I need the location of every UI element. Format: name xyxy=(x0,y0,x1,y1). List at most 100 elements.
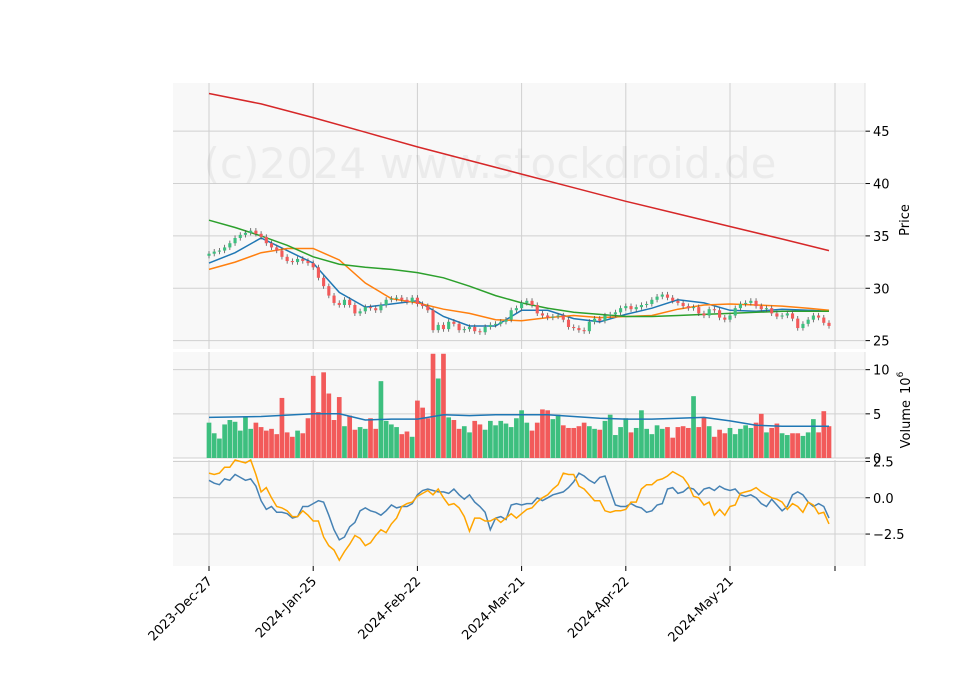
volume-bar xyxy=(639,410,644,458)
candle-body xyxy=(374,308,378,311)
volume-bar xyxy=(633,427,639,458)
candle-body xyxy=(254,230,258,234)
volume-bar xyxy=(566,427,571,458)
candle-body xyxy=(415,297,419,304)
volume-bar xyxy=(430,353,436,458)
candle-body xyxy=(639,305,643,308)
volume-bar xyxy=(399,434,405,458)
volume-bar xyxy=(222,424,227,458)
candle-body xyxy=(280,250,284,257)
candle-body xyxy=(707,309,711,316)
candle-body xyxy=(348,299,352,306)
candle-body xyxy=(327,286,331,296)
volume-bar xyxy=(269,428,274,458)
y-tick-label: −2.5 xyxy=(873,528,905,543)
y-tick-label: 2.5 xyxy=(873,455,894,470)
candle-body xyxy=(301,258,305,262)
candle-body xyxy=(530,300,534,306)
candle-body xyxy=(488,324,492,328)
volume-label-text: Volume xyxy=(899,400,914,448)
candle-body xyxy=(790,313,795,319)
volume-bar xyxy=(644,428,649,458)
volume-bar xyxy=(331,420,337,458)
y-tick-label: 5 xyxy=(873,408,881,423)
sma-line xyxy=(208,247,830,322)
candle-body xyxy=(306,261,310,264)
volume-bar xyxy=(811,419,816,458)
volume-bar xyxy=(425,418,431,458)
candle-body xyxy=(681,302,685,307)
candle-body xyxy=(733,308,737,316)
volume-bar xyxy=(357,427,363,458)
volume-bar xyxy=(618,427,623,458)
candle-body xyxy=(322,277,326,287)
candle-body xyxy=(384,299,388,306)
volume-axis-label: Volume 106 xyxy=(896,371,914,448)
volume-bar xyxy=(461,426,467,458)
volume-bar xyxy=(586,426,592,458)
volume-bar xyxy=(415,400,420,458)
volume-bar xyxy=(232,421,238,458)
y-tick-label: 45 xyxy=(873,125,890,140)
candle-body xyxy=(587,321,591,332)
volume-bar xyxy=(800,435,806,458)
volume-bar xyxy=(665,427,670,458)
volume-bar xyxy=(805,432,811,458)
y-tick-label: 35 xyxy=(873,230,890,245)
volume-bar xyxy=(727,427,733,458)
x-tick-label: 2024-Jan-25 xyxy=(253,574,320,641)
sma-line xyxy=(208,92,830,252)
candle-body xyxy=(676,300,680,303)
candle-body xyxy=(447,321,451,330)
candle-body xyxy=(296,258,300,263)
candle-body xyxy=(223,247,227,251)
volume-bar xyxy=(712,436,717,458)
candle-body xyxy=(754,300,758,307)
volume-bar xyxy=(284,432,290,458)
volume-bar xyxy=(571,427,577,458)
candle-body xyxy=(504,319,508,322)
volume-bar xyxy=(451,420,457,458)
volume-bar xyxy=(514,418,519,458)
candle-body xyxy=(462,329,466,331)
price-axis-label: Price xyxy=(898,204,913,236)
candle-body xyxy=(801,323,805,329)
candle-body xyxy=(379,305,383,311)
volume-bar xyxy=(602,420,608,458)
candle-body xyxy=(499,321,503,324)
volume-bar xyxy=(784,435,790,458)
y-tick-label: 40 xyxy=(873,178,890,193)
volume-bar xyxy=(446,417,452,458)
volume-bar xyxy=(248,428,254,458)
candle-body xyxy=(759,306,763,310)
volume-bar xyxy=(477,424,483,458)
candle-body xyxy=(421,303,425,307)
oscillator-line xyxy=(208,472,830,541)
candle-body xyxy=(337,302,341,306)
volume-bar xyxy=(290,436,295,458)
candle-body xyxy=(582,330,586,332)
volume-bar xyxy=(816,432,821,458)
volume-bar xyxy=(258,427,264,458)
y-tick-label: 10 xyxy=(873,364,890,379)
volume-bar xyxy=(305,418,311,458)
candle-body xyxy=(426,306,430,311)
candle-body xyxy=(431,310,435,331)
volume-bar xyxy=(654,425,660,458)
candle-body xyxy=(624,306,628,309)
volume-bar xyxy=(295,430,300,458)
volume-bars xyxy=(206,353,832,458)
volume-bar xyxy=(774,423,780,458)
volume-bar xyxy=(373,428,379,458)
candle-body xyxy=(400,297,404,300)
volume-bar xyxy=(404,431,410,458)
candle-body xyxy=(551,316,555,318)
candle-body xyxy=(436,324,440,331)
x-tick-label: 2024-May-21 xyxy=(666,574,737,645)
volume-bar xyxy=(623,418,629,458)
candle-body xyxy=(566,319,571,328)
volume-bar xyxy=(435,378,441,458)
candle-body xyxy=(342,299,347,306)
candle-body xyxy=(686,306,690,309)
